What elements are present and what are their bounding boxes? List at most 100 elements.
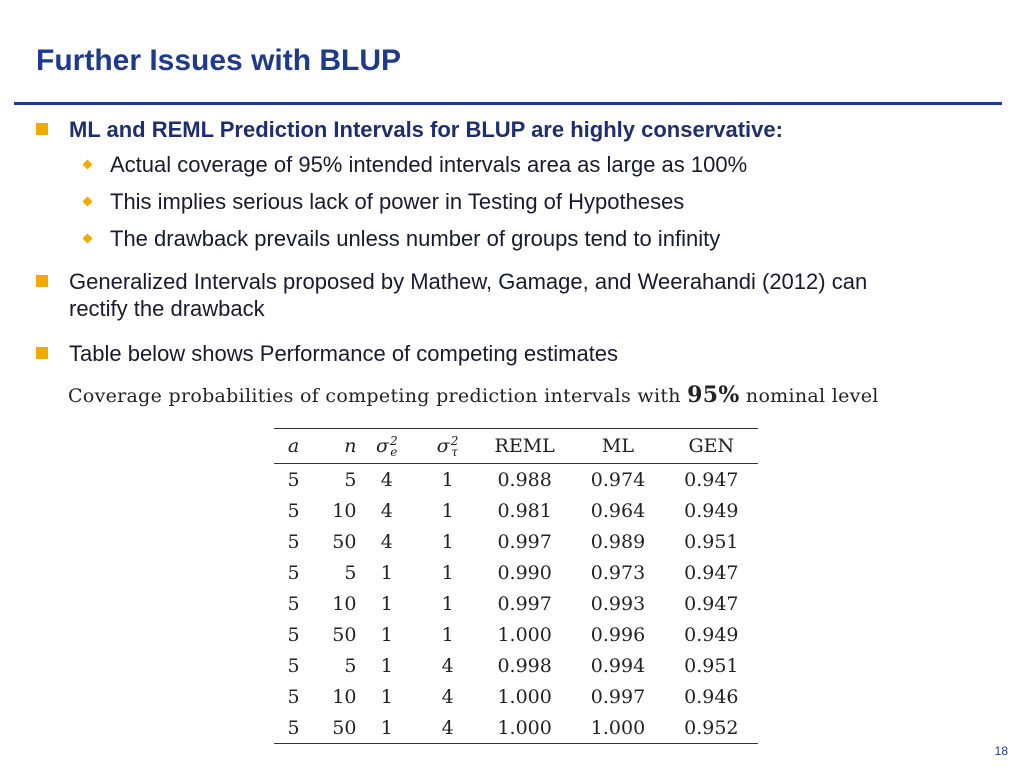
- caption-post: nominal level: [739, 385, 879, 407]
- square-bullet-icon: [36, 347, 48, 359]
- table-cell: 0.988: [497, 468, 552, 491]
- table-cell: 50: [332, 530, 357, 553]
- table-cell: 0.981: [497, 499, 552, 522]
- table-cell: 0.964: [590, 499, 646, 522]
- sub-bullet-1: Actual coverage of 95% intended interval…: [82, 151, 748, 178]
- table-row: 5 5 4 1 0.988 0.974 0.947: [274, 464, 758, 496]
- table-cell: 1.000: [497, 716, 552, 739]
- title-divider: [14, 102, 1002, 105]
- bullet-2: Generalized Intervals proposed by Mathew…: [36, 268, 867, 322]
- table-cell: 5: [287, 561, 300, 584]
- table-cell: 0.990: [497, 561, 552, 584]
- table-cell: 1: [380, 654, 393, 677]
- bullet-2-line-2: rectify the drawback: [69, 296, 265, 321]
- bullet-2-text: Generalized Intervals proposed by Mathew…: [69, 268, 867, 322]
- diamond-bullet-icon: [82, 196, 93, 207]
- table-row: 5 50 1 4 1.000 1.000 0.952: [274, 712, 758, 744]
- sigma-symbol: σ: [436, 434, 450, 457]
- table-row: 5 10 1 1 0.997 0.993 0.947: [274, 588, 758, 619]
- table-cell: 1: [441, 623, 454, 646]
- sigma-sub-e: e: [390, 444, 398, 459]
- table-cell: 50: [332, 623, 357, 646]
- table-cell: 5: [344, 654, 357, 677]
- table-cell: 0.947: [684, 468, 739, 491]
- table-cell: 1: [380, 716, 393, 739]
- diamond-bullet-icon: [82, 233, 93, 244]
- header-n: n: [344, 435, 357, 457]
- bullet-2-line-1: Generalized Intervals proposed by Mathew…: [69, 269, 868, 294]
- table-cell: 5: [344, 561, 357, 584]
- table-cell: 0.949: [684, 623, 739, 646]
- table-cell: 1: [380, 561, 393, 584]
- sub-bullet-2-text: This implies serious lack of power in Te…: [110, 189, 685, 214]
- square-bullet-icon: [36, 123, 48, 135]
- table-cell: 5: [287, 499, 300, 522]
- table-cell: 5: [287, 685, 300, 708]
- table-cell: 0.993: [590, 592, 646, 615]
- table-cell: 0.997: [497, 530, 552, 553]
- sub-bullet-3: The drawback prevails unless number of g…: [82, 225, 720, 252]
- slide-title: Further Issues with BLUP: [36, 44, 402, 77]
- diamond-bullet-icon: [82, 159, 93, 170]
- table-body: 5 5 4 1 0.988 0.974 0.947 5 10 4 1 0.981 0.964 0.949 5…: [274, 464, 758, 744]
- table-cell: 0.951: [684, 530, 739, 553]
- table-cell: 5: [287, 530, 300, 553]
- table-row: 5 50 4 1 0.997 0.989 0.951: [274, 526, 758, 557]
- table-cell: 5: [287, 592, 300, 615]
- table-row: 5 5 1 1 0.990 0.973 0.947: [274, 557, 758, 588]
- table-cell: 50: [332, 716, 357, 739]
- header-gen: GEN: [688, 435, 735, 457]
- header-ml: ML: [601, 435, 634, 457]
- table-cell: 4: [380, 530, 393, 553]
- table-cell: 5: [287, 716, 300, 739]
- table-cell: 0.994: [590, 654, 646, 677]
- table-cell: 0.974: [590, 468, 646, 491]
- sub-bullet-2: This implies serious lack of power in Te…: [82, 188, 685, 215]
- caption-pre: Coverage probabilities of competing pred…: [68, 385, 688, 407]
- caption-percent: 95%: [687, 382, 740, 408]
- table-cell: 1.000: [497, 623, 552, 646]
- table-cell: 0.997: [497, 592, 552, 615]
- table-cell: 0.951: [684, 654, 739, 677]
- table-cell: 1: [441, 561, 454, 584]
- table-cell: 5: [287, 468, 300, 491]
- square-bullet-icon: [36, 275, 48, 287]
- page-number: 18: [994, 744, 1008, 758]
- table-cell: 1: [441, 530, 454, 553]
- table-cell: 4: [441, 685, 454, 708]
- table-cell: 0.989: [590, 530, 646, 553]
- header-reml: REML: [494, 435, 555, 457]
- table-cell: 0.952: [684, 716, 739, 739]
- sub-bullet-1-text: Actual coverage of 95% intended interval…: [110, 152, 748, 177]
- table-cell: 4: [380, 468, 393, 491]
- table-cell: 1: [441, 592, 454, 615]
- table-cell: 0.946: [684, 685, 739, 708]
- table-cell: 1: [380, 623, 393, 646]
- table-row: 5 10 1 4 1.000 0.997 0.946: [274, 681, 758, 712]
- table-cell: 0.973: [590, 561, 646, 584]
- table-row: 5 10 4 1 0.981 0.964 0.949: [274, 495, 758, 526]
- table-cell: 5: [287, 654, 300, 677]
- table-caption: Coverage probabilities of competing pred…: [68, 382, 879, 408]
- table-row: 5 50 1 1 1.000 0.996 0.949: [274, 619, 758, 650]
- table-cell: 1: [380, 685, 393, 708]
- table-cell: 4: [441, 654, 454, 677]
- table-cell: 0.996: [590, 623, 646, 646]
- table-cell: 5: [287, 623, 300, 646]
- table-cell: 10: [332, 685, 357, 708]
- table-cell: 1.000: [497, 685, 552, 708]
- table-row: 5 5 1 4 0.998 0.994 0.951: [274, 650, 758, 681]
- bullet-1-text: ML and REML Prediction Intervals for BLU…: [69, 117, 783, 142]
- header-a: a: [287, 435, 300, 457]
- bullet-3: Table below shows Performance of competi…: [36, 340, 618, 367]
- table-cell: 0.997: [590, 685, 646, 708]
- table-cell: 0.949: [684, 499, 739, 522]
- sigma-symbol: σ: [376, 434, 390, 457]
- table-cell: 5: [344, 468, 357, 491]
- table-cell: 1: [441, 468, 454, 491]
- table-cell: 4: [441, 716, 454, 739]
